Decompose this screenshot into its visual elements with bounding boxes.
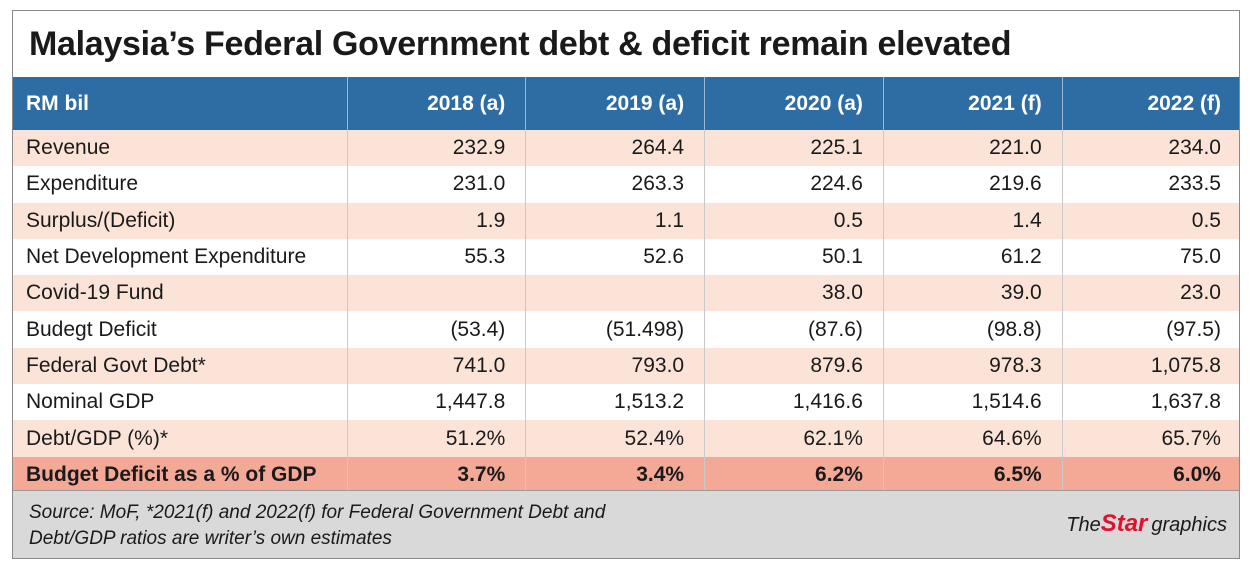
table-cell: 65.7% bbox=[1061, 420, 1239, 457]
source-line: Source: MoF, *2021(f) and 2022(f) for Fe… bbox=[29, 502, 606, 523]
table-cell: 232.9 bbox=[346, 130, 526, 167]
column-header: 2018 (a) bbox=[346, 77, 526, 130]
table-cell: 1,513.2 bbox=[525, 384, 705, 421]
row-label: Covid-19 Fund bbox=[13, 275, 347, 312]
table-cell: (51.498) bbox=[525, 311, 705, 348]
table-cell: 0.5 bbox=[1061, 202, 1239, 239]
column-header: 2020 (a) bbox=[704, 77, 884, 130]
table-row: Revenue 232.9 264.4 225.1 221.0 234.0 bbox=[13, 130, 1239, 167]
column-header: 2022 (f) bbox=[1061, 77, 1239, 130]
table-cell: 51.2% bbox=[346, 420, 526, 457]
table-cell: 1,075.8 bbox=[1061, 347, 1239, 385]
row-label: Budget Deficit as a % of GDP bbox=[13, 456, 347, 493]
table-cell: 978.3 bbox=[882, 347, 1063, 385]
table-cell: 75.0 bbox=[1061, 238, 1239, 276]
table-cell: 263.3 bbox=[525, 166, 705, 203]
row-label: Debt/GDP (%)* bbox=[13, 420, 347, 457]
row-label: Nominal GDP bbox=[13, 384, 347, 421]
header-unit: RM bil bbox=[13, 77, 347, 130]
column-header: 2021 (f) bbox=[882, 77, 1063, 130]
table-cell: 234.0 bbox=[1061, 130, 1239, 167]
table-row: Budegt Deficit (53.4) (51.498) (87.6) (9… bbox=[13, 311, 1239, 348]
table-cell bbox=[525, 275, 705, 312]
table-cell: 221.0 bbox=[882, 130, 1063, 167]
table-cell: 61.2 bbox=[882, 238, 1063, 276]
table-cell: 1,416.6 bbox=[704, 384, 884, 421]
table-cell: 264.4 bbox=[525, 130, 705, 167]
table-cell: 0.5 bbox=[704, 202, 884, 239]
data-table: RM bil 2018 (a) 2019 (a) 2020 (a) 2021 (… bbox=[13, 77, 1239, 493]
table-cell: 6.0% bbox=[1061, 456, 1239, 493]
row-label: Net Development Expenditure bbox=[13, 238, 347, 276]
table-cell: 1.4 bbox=[882, 202, 1063, 239]
table-row: Surplus/(Deficit) 1.9 1.1 0.5 1.4 0.5 bbox=[13, 202, 1239, 239]
source-line: Debt/GDP ratios are writer’s own estimat… bbox=[29, 528, 392, 549]
row-label: Revenue bbox=[13, 130, 347, 167]
table-cell: 793.0 bbox=[525, 347, 705, 385]
table-cell: 39.0 bbox=[882, 275, 1063, 312]
table-cell: 50.1 bbox=[704, 238, 884, 276]
table-cell: 219.6 bbox=[882, 166, 1063, 203]
table-cell: 1.9 bbox=[346, 202, 526, 239]
table-cell: 1,637.8 bbox=[1061, 384, 1239, 421]
table-cell: 1.1 bbox=[525, 202, 705, 239]
table-row: Debt/GDP (%)* 51.2% 52.4% 62.1% 64.6% 65… bbox=[13, 420, 1239, 457]
row-label: Expenditure bbox=[13, 166, 347, 203]
table-cell bbox=[346, 275, 526, 312]
table-cell: 3.4% bbox=[525, 456, 705, 493]
table-row: Nominal GDP 1,447.8 1,513.2 1,416.6 1,51… bbox=[13, 384, 1239, 421]
table-cell: 231.0 bbox=[346, 166, 526, 203]
row-label: Budegt Deficit bbox=[13, 311, 347, 348]
table-row: Federal Govt Debt* 741.0 793.0 879.6 978… bbox=[13, 347, 1239, 385]
table-cell: 1,447.8 bbox=[346, 384, 526, 421]
source-note: Source: MoF, *2021(f) and 2022(f) for Fe… bbox=[29, 500, 729, 552]
infographic-frame: Malaysia’s Federal Government debt & def… bbox=[12, 10, 1240, 559]
footer: Source: MoF, *2021(f) and 2022(f) for Fe… bbox=[13, 490, 1239, 558]
table-cell: 233.5 bbox=[1061, 166, 1239, 203]
table-cell: 38.0 bbox=[704, 275, 884, 312]
row-label: Federal Govt Debt* bbox=[13, 347, 347, 385]
table-cell: 225.1 bbox=[704, 130, 884, 167]
table-cell: 879.6 bbox=[704, 347, 884, 385]
table-cell: 6.5% bbox=[882, 456, 1063, 493]
brand-graphics: graphics bbox=[1151, 514, 1227, 536]
column-header: 2019 (a) bbox=[525, 77, 705, 130]
table-cell: (98.8) bbox=[882, 311, 1063, 348]
table-cell: (53.4) bbox=[346, 311, 526, 348]
table-row: Net Development Expenditure 55.3 52.6 50… bbox=[13, 238, 1239, 276]
table-cell: 62.1% bbox=[704, 420, 884, 457]
table-cell: 1,514.6 bbox=[882, 384, 1063, 421]
table-row: Covid-19 Fund 38.0 39.0 23.0 bbox=[13, 275, 1239, 312]
table-cell: 3.7% bbox=[346, 456, 526, 493]
table-cell: 741.0 bbox=[346, 347, 526, 385]
table-row: Expenditure 231.0 263.3 224.6 219.6 233.… bbox=[13, 166, 1239, 203]
thestar-logo: TheStar graphics bbox=[1066, 510, 1227, 538]
table-cell: (87.6) bbox=[704, 311, 884, 348]
table-cell: 23.0 bbox=[1061, 275, 1239, 312]
brand-the: The bbox=[1066, 514, 1101, 536]
table-cell: 52.6 bbox=[525, 238, 705, 276]
table-cell: 224.6 bbox=[704, 166, 884, 203]
table-row-highlight: Budget Deficit as a % of GDP 3.7% 3.4% 6… bbox=[13, 456, 1239, 493]
row-label: Surplus/(Deficit) bbox=[13, 202, 347, 239]
brand-star: Star bbox=[1100, 510, 1148, 537]
table-cell: 52.4% bbox=[525, 420, 705, 457]
header-row: RM bil 2018 (a) 2019 (a) 2020 (a) 2021 (… bbox=[13, 77, 1239, 130]
chart-title: Malaysia’s Federal Government debt & def… bbox=[29, 25, 1012, 63]
table-cell: 64.6% bbox=[882, 420, 1063, 457]
table-cell: 6.2% bbox=[704, 456, 884, 493]
table-cell: 55.3 bbox=[346, 238, 526, 276]
table-cell: (97.5) bbox=[1061, 311, 1239, 348]
